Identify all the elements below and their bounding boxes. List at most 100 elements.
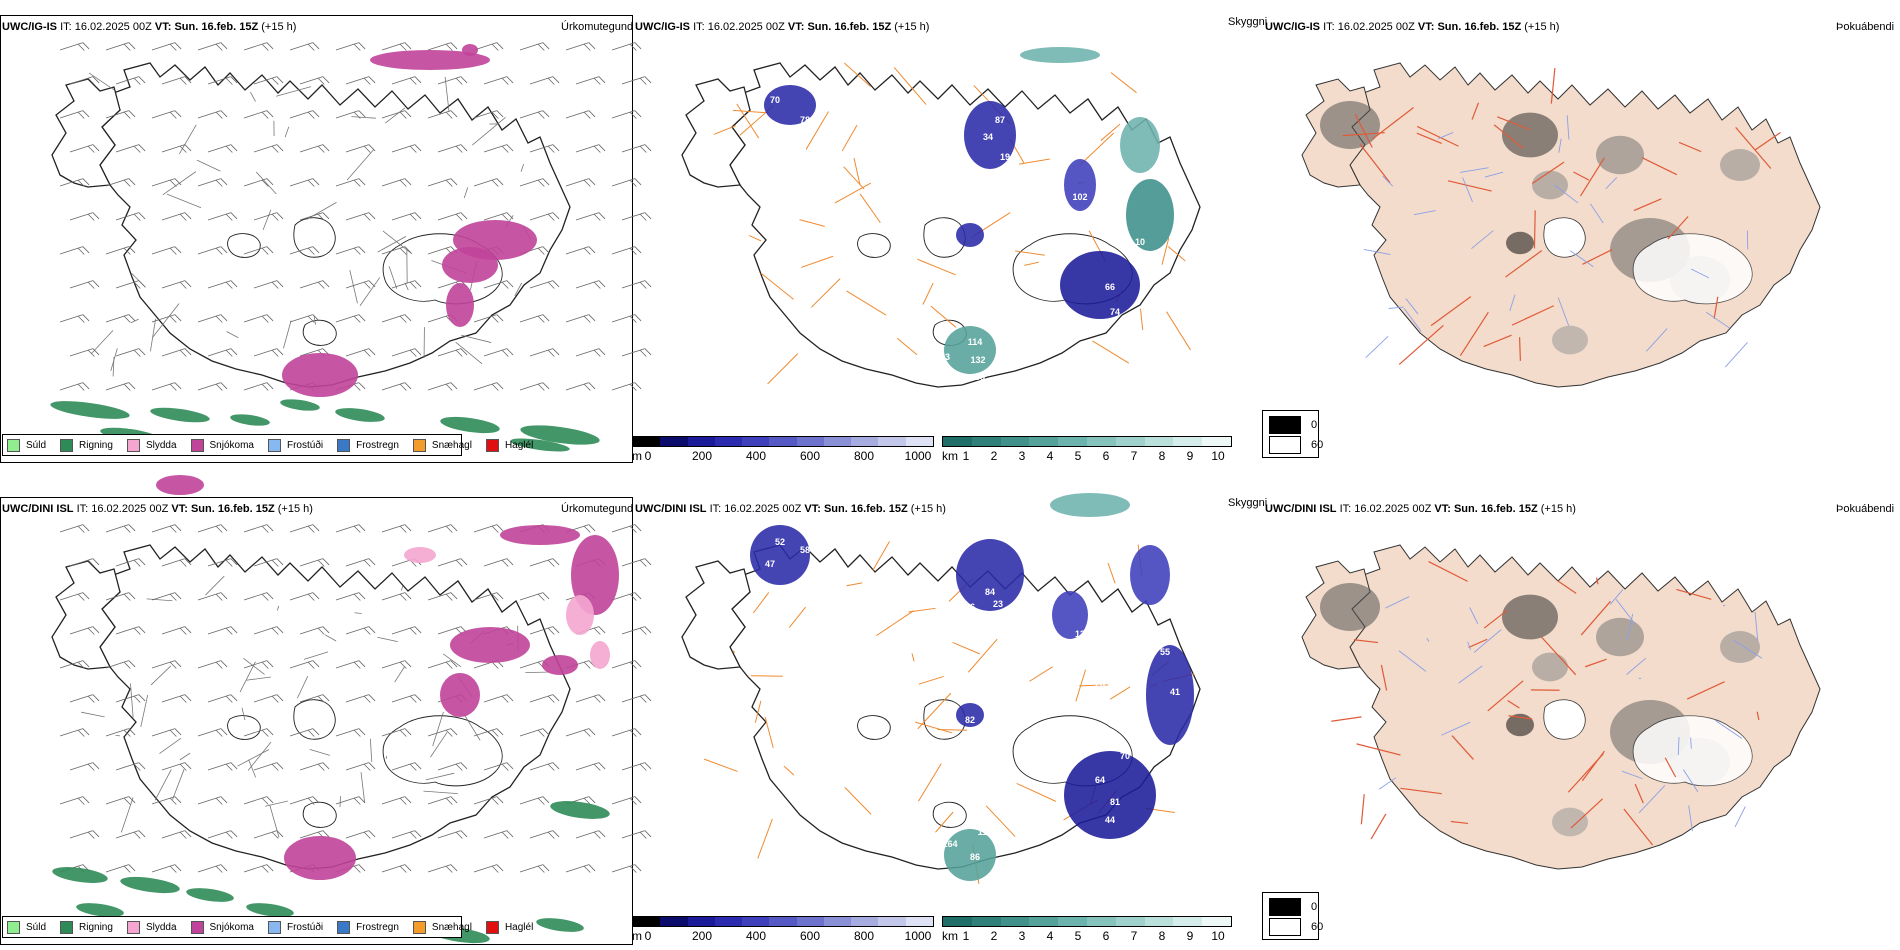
river-line: [1609, 589, 1624, 605]
road-line: [1497, 116, 1531, 131]
low-visibility-area: [1052, 591, 1088, 639]
river-line: [1467, 641, 1471, 650]
low-visibility-area: [764, 85, 816, 125]
wind-barb: [105, 524, 136, 533]
wind-barb: [473, 864, 504, 873]
wind-barb: [253, 280, 284, 289]
road-line: [359, 277, 381, 307]
wind-barb: [345, 348, 376, 357]
colorbar-step: [687, 917, 715, 926]
river-line: [1484, 171, 1504, 178]
colorbar-tick: 7: [1130, 449, 1138, 463]
wind-barb: [519, 382, 550, 391]
visibility-value-label: 44: [1105, 815, 1115, 825]
road-line: [841, 124, 858, 152]
wind-barb: [243, 660, 274, 669]
road-line: [166, 193, 202, 209]
legend-swatch: [412, 438, 426, 452]
legend-label: Frostúði: [286, 439, 324, 451]
road-line: [1354, 114, 1373, 148]
colorbar-tick: 4: [1046, 929, 1054, 943]
wind-barb: [335, 110, 366, 119]
road-line: [463, 713, 481, 741]
river-line: [1590, 203, 1604, 224]
legend-label: Slydda: [145, 439, 177, 451]
precip-title-top: Úrkomutegund: [561, 21, 634, 33]
river-line: [1722, 604, 1726, 607]
wind-barb: [207, 694, 238, 703]
road-line: [154, 769, 172, 801]
legend-swatch: [60, 438, 74, 452]
road-line: [1360, 794, 1365, 825]
wind-barb: [161, 558, 192, 567]
colorbar-strip: [942, 916, 1232, 927]
road-line: [346, 149, 374, 181]
visibility-value-label: 41: [1170, 687, 1180, 697]
wind-barb: [105, 864, 136, 873]
wind-barb: [427, 592, 458, 601]
wind-barb: [427, 178, 458, 187]
road-line: [1487, 680, 1524, 712]
road-line: [525, 671, 551, 674]
wind-barb: [243, 796, 274, 805]
wind-barb: [565, 178, 596, 187]
road-line: [394, 666, 405, 683]
road-line: [760, 272, 794, 300]
river-line: [1378, 777, 1397, 790]
wind-barb: [335, 796, 366, 805]
road-line: [296, 676, 309, 699]
wind-barb: [427, 864, 458, 873]
wind-barb: [381, 382, 412, 391]
colorbar-step: [660, 917, 688, 926]
road-line: [1400, 787, 1442, 795]
wind-barb: [391, 694, 422, 703]
road-line: [276, 86, 312, 97]
road-line: [917, 258, 956, 276]
wind-barb: [565, 314, 596, 323]
wind-barb: [161, 212, 192, 221]
wind-barb: [299, 144, 330, 153]
wind-barb: [483, 830, 514, 839]
road-line: [1505, 250, 1543, 278]
river-line: [1734, 806, 1746, 828]
road-line: [313, 315, 316, 325]
vis-title-bottom: Skyggni: [1228, 497, 1268, 509]
header-vis-top: UWC/IG-IS IT: 16.02.2025 00Z VT: Sun. 16…: [635, 21, 930, 33]
wind-barb: [69, 348, 100, 357]
road-line: [1557, 580, 1577, 594]
legend-swatch: [412, 920, 426, 934]
wind-barb: [105, 314, 136, 323]
wind-barb: [105, 660, 136, 669]
visibility-value-label: 70: [770, 95, 780, 105]
road-line: [1359, 144, 1391, 184]
wind-barb: [345, 626, 376, 635]
wind-barb: [391, 144, 422, 153]
road-line: [461, 334, 492, 343]
visibility-value-label: 8: [1072, 147, 1077, 157]
road-line: [876, 610, 915, 637]
river-line: [1388, 306, 1404, 309]
river-line: [1405, 298, 1419, 315]
visibility-value-label: 47: [765, 559, 775, 569]
rain-area: [120, 876, 180, 894]
road-line: [750, 675, 783, 677]
fog-swatch: [1269, 898, 1301, 916]
snow-area: [440, 673, 480, 717]
road-line: [248, 759, 256, 778]
legend-swatch: [337, 920, 351, 934]
wind-barb: [345, 694, 376, 703]
wind-barb: [381, 178, 412, 187]
road-line: [455, 341, 483, 365]
visibility-value-label: 132: [970, 355, 985, 365]
wind-barb: [289, 246, 320, 255]
colorbar-tick: 3: [1018, 929, 1026, 943]
road-line: [146, 598, 173, 602]
wind-barb: [611, 246, 642, 255]
rain-area: [186, 888, 234, 902]
wind-barb: [151, 314, 182, 323]
colorbar-strip: [632, 436, 934, 447]
wind-barb: [207, 144, 238, 153]
river-line: [1754, 611, 1759, 642]
legend-label: Rigning: [79, 921, 113, 933]
wind-barb: [197, 314, 228, 323]
